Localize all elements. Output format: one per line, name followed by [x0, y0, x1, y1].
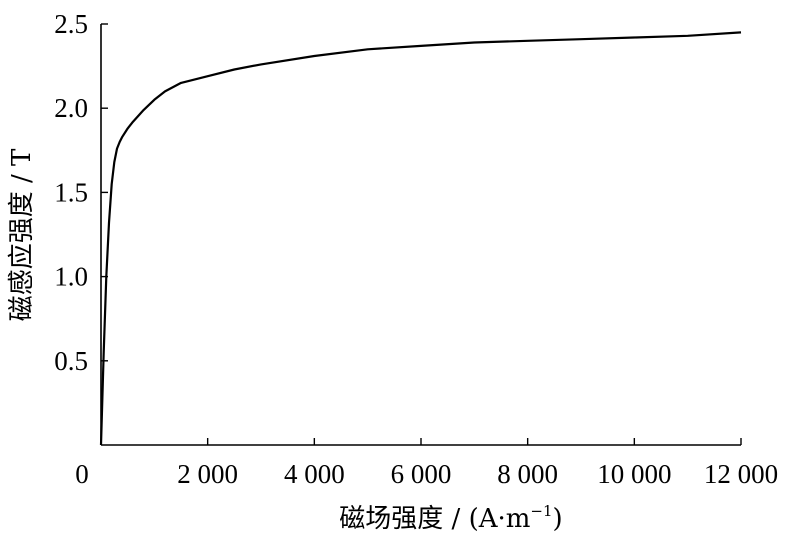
- tick-labels: 0 2 000 4 000 6 000 8 000 10 000 12 000 0.5 1.0…: [54, 9, 778, 489]
- x-tick-label: 4 000: [284, 459, 345, 489]
- x-tick-label: 12 000: [704, 459, 778, 489]
- x-tick-label: 6 000: [391, 459, 452, 489]
- ticks: [101, 23, 742, 445]
- y-tick-label: 1.5: [54, 177, 88, 207]
- x-origin-label: 0: [75, 459, 89, 489]
- y-tick-label: 2.5: [54, 9, 88, 39]
- series-line: [99, 31, 742, 446]
- x-axis-title: 磁场强度 / (A·m−1): [339, 502, 562, 534]
- y-axis-title: 磁感应强度 / T: [7, 148, 37, 321]
- x-tick-label: 2 000: [177, 459, 238, 489]
- x-axis-title-main: 磁场强度 / (A·m: [339, 504, 530, 534]
- x-tick-label: 10 000: [597, 459, 671, 489]
- y-tick-label: 2.0: [54, 93, 88, 123]
- axes: [100, 24, 741, 446]
- x-tick-label: 8 000: [497, 459, 558, 489]
- x-axis-title-close: ): [553, 504, 563, 534]
- y-tick-label: 0.5: [54, 346, 88, 376]
- x-axis-title-sup: −1: [530, 502, 552, 520]
- y-tick-label: 1.0: [54, 262, 88, 292]
